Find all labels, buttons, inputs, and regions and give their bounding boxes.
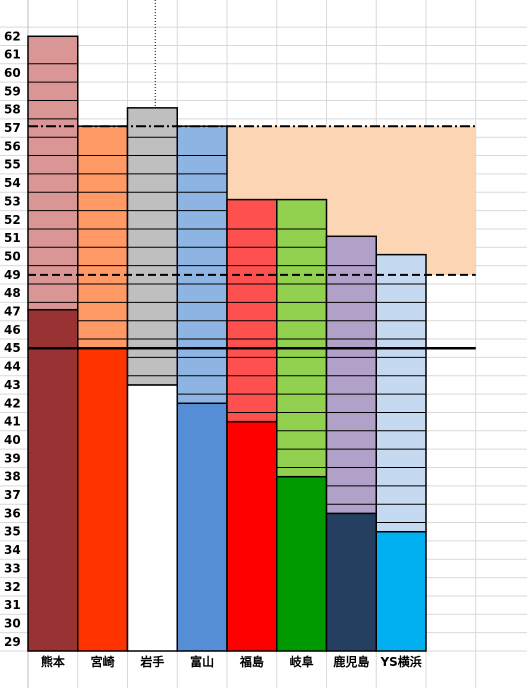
bar-7: [325, 235, 377, 652]
category-label: 福島: [239, 654, 264, 669]
bar-lower-segment: [176, 402, 228, 652]
y-tick-label: 52: [4, 213, 21, 227]
bar-6: [276, 198, 328, 652]
y-tick-label: 61: [4, 48, 21, 62]
bar-lower-segment: [126, 384, 178, 652]
category-label: 岐阜: [290, 654, 314, 669]
y-tick-label: 48: [4, 286, 21, 300]
y-tick-label: 29: [4, 635, 21, 649]
category-label: 熊本: [41, 654, 65, 669]
y-tick-label: 39: [4, 451, 21, 465]
y-tick-label: 33: [4, 561, 21, 575]
y-tick-label: 34: [4, 543, 21, 557]
bar-upper-segment: [325, 235, 377, 515]
x-axis-categories: 熊本 宮崎 岩手 富山 福島 岐阜 鹿児島 YS横浜: [41, 654, 422, 669]
y-tick-label: 44: [4, 360, 21, 374]
y-tick-label: 35: [4, 525, 21, 539]
y-tick-label: 46: [4, 323, 21, 337]
bar-3: [126, 107, 178, 652]
y-tick-label: 43: [4, 378, 21, 392]
category-label: 宮崎: [91, 654, 115, 669]
bar-lower-segment: [325, 512, 377, 652]
category-label: 鹿児島: [333, 654, 369, 669]
y-axis-ticks: 29 30 31 32 33 34 35 36 37 38 39 40 41 42 43 44 45 46 47 48…: [4, 29, 21, 649]
bar-upper-segment: [77, 125, 129, 349]
y-tick-label: 51: [4, 231, 21, 245]
reference-lines: [28, 125, 476, 350]
bar-lower-segment: [276, 475, 328, 652]
bar-lower-segment: [375, 530, 427, 652]
category-label: 岩手: [139, 654, 164, 669]
bar-upper-segment: [126, 107, 178, 386]
y-tick-label: 56: [4, 139, 21, 153]
bar-upper-segment: [276, 198, 328, 478]
y-tick-label: 54: [4, 176, 21, 190]
bar-2: [77, 125, 129, 652]
y-tick-label: 37: [4, 488, 21, 502]
y-tick-label: 62: [4, 29, 21, 43]
y-tick-label: 49: [4, 268, 21, 282]
y-tick-label: 60: [4, 66, 21, 80]
bars: [27, 35, 427, 652]
bar-upper-segment: [226, 198, 278, 423]
bar-upper-segment: [375, 253, 427, 533]
y-tick-label: 40: [4, 433, 21, 447]
bar-upper-segment: [27, 35, 79, 311]
y-tick-label: 58: [4, 103, 21, 117]
y-tick-label: 31: [4, 598, 21, 612]
y-tick-label: 41: [4, 415, 21, 429]
y-tick-label: 57: [4, 121, 21, 135]
bar-5: [226, 198, 278, 652]
y-tick-label: 30: [4, 616, 21, 630]
y-tick-label: 59: [4, 84, 21, 98]
bar-8: [375, 253, 427, 652]
category-label: YS横浜: [379, 654, 421, 669]
y-tick-label: 53: [4, 194, 21, 208]
bar-1: [27, 35, 79, 652]
bar-lower-segment: [77, 347, 129, 652]
y-tick-label: 32: [4, 580, 21, 594]
y-tick-label: 42: [4, 396, 21, 410]
bar-upper-segment: [176, 125, 228, 405]
y-tick-label: 36: [4, 506, 21, 520]
bar-4: [176, 125, 228, 652]
y-tick-label: 47: [4, 305, 21, 319]
category-label: 富山: [190, 654, 214, 669]
y-tick-label: 38: [4, 470, 21, 484]
bar-lower-segment: [27, 308, 79, 652]
y-tick-label: 50: [4, 249, 21, 263]
bar-lower-segment: [226, 420, 278, 652]
y-tick-label: 45: [4, 341, 21, 355]
y-tick-label: 55: [4, 158, 21, 172]
